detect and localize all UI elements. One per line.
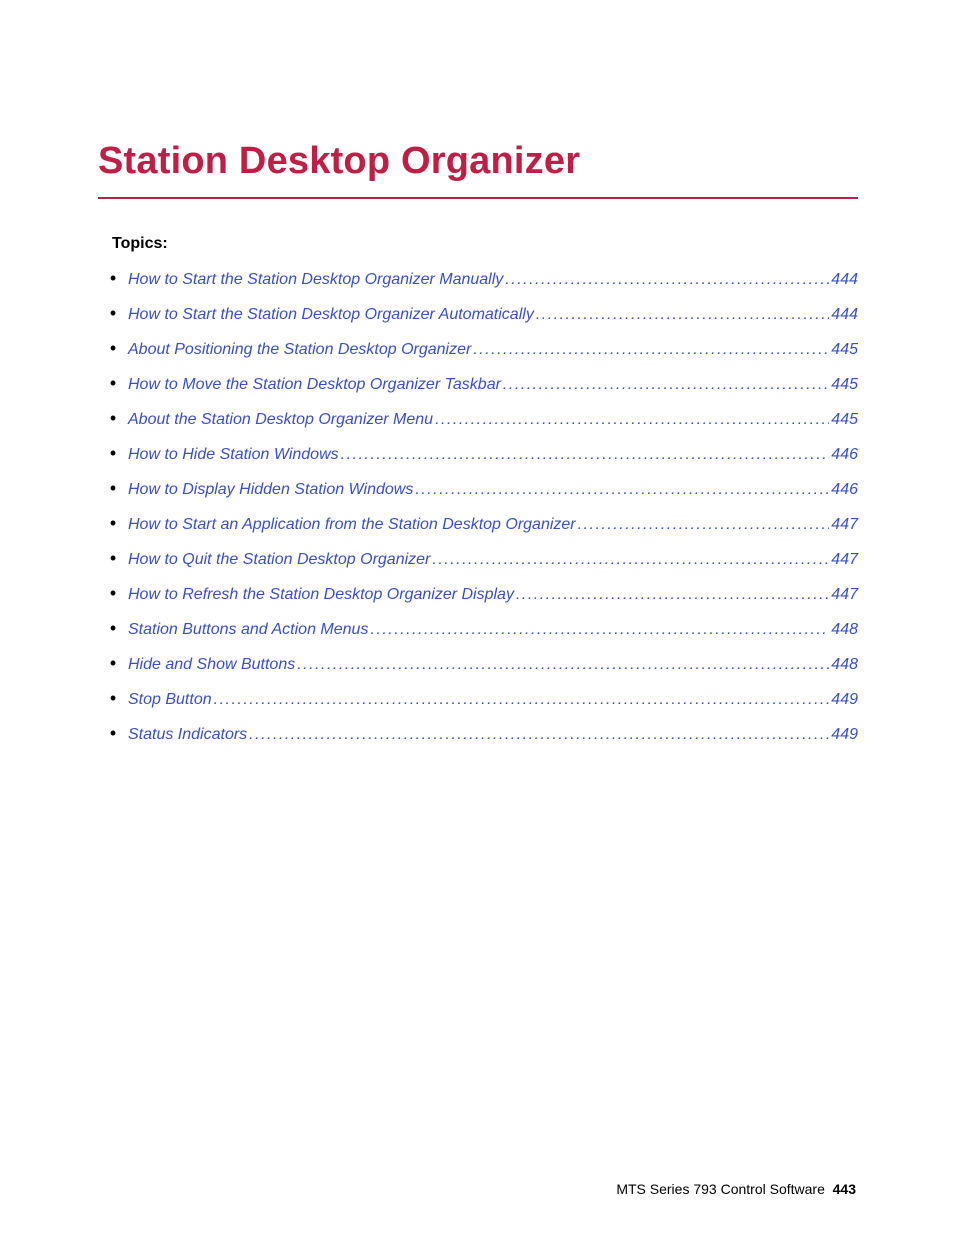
toc-page-number: 446 — [831, 445, 858, 465]
toc-page-number: 449 — [831, 725, 858, 745]
toc-leader: ........................................… — [415, 480, 829, 500]
toc-page-number: 445 — [831, 340, 858, 360]
toc-item[interactable]: •How to Hide Station Windows............… — [98, 442, 858, 465]
toc-item[interactable]: •Hide and Show Buttons..................… — [98, 652, 858, 675]
bullet-icon: • — [98, 267, 128, 290]
toc-item[interactable]: •About the Station Desktop Organizer Men… — [98, 407, 858, 430]
toc-page-number: 444 — [831, 305, 858, 325]
bullet-icon: • — [98, 652, 128, 675]
bullet-icon: • — [98, 617, 128, 640]
toc-label: How to Display Hidden Station Windows — [128, 480, 413, 500]
bullet-icon: • — [98, 337, 128, 360]
toc-label: Station Buttons and Action Menus — [128, 620, 368, 640]
toc-item[interactable]: •How to Quit the Station Desktop Organiz… — [98, 547, 858, 570]
toc-page-number: 444 — [831, 270, 858, 290]
toc-label: How to Start the Station Desktop Organiz… — [128, 305, 534, 325]
toc-leader: ........................................… — [503, 375, 829, 395]
toc-item[interactable]: •About Positioning the Station Desktop O… — [98, 337, 858, 360]
toc-label: About the Station Desktop Organizer Menu — [128, 410, 433, 430]
toc-label: How to Move the Station Desktop Organize… — [128, 375, 501, 395]
toc-item[interactable]: •Status Indicators......................… — [98, 722, 858, 745]
toc-page-number: 447 — [831, 515, 858, 535]
bullet-icon: • — [98, 512, 128, 535]
toc-label: How to Start the Station Desktop Organiz… — [128, 270, 503, 290]
toc-item[interactable]: •Stop Button............................… — [98, 687, 858, 710]
toc-label: About Positioning the Station Desktop Or… — [128, 340, 471, 360]
bullet-icon: • — [98, 687, 128, 710]
toc-page-number: 445 — [831, 410, 858, 430]
toc-leader: ........................................… — [341, 445, 830, 465]
chapter-title: Station Desktop Organizer — [98, 140, 858, 199]
footer-page-number: 443 — [833, 1181, 856, 1197]
toc-page-number: 446 — [831, 480, 858, 500]
toc-item[interactable]: •Station Buttons and Action Menus.......… — [98, 617, 858, 640]
toc-label: How to Quit the Station Desktop Organize… — [128, 550, 430, 570]
toc-leader: ........................................… — [370, 620, 829, 640]
bullet-icon: • — [98, 302, 128, 325]
bullet-icon: • — [98, 547, 128, 570]
toc-list: •How to Start the Station Desktop Organi… — [98, 267, 858, 745]
toc-item[interactable]: •How to Display Hidden Station Windows..… — [98, 477, 858, 500]
toc-item[interactable]: •How to Start the Station Desktop Organi… — [98, 267, 858, 290]
toc-label: Status Indicators — [128, 725, 247, 745]
toc-page-number: 445 — [831, 375, 858, 395]
toc-label: Stop Button — [128, 690, 212, 710]
bullet-icon: • — [98, 722, 128, 745]
toc-item[interactable]: •How to Move the Station Desktop Organiz… — [98, 372, 858, 395]
bullet-icon: • — [98, 477, 128, 500]
toc-leader: ........................................… — [432, 550, 829, 570]
toc-leader: ........................................… — [214, 690, 830, 710]
toc-page-number: 448 — [831, 620, 858, 640]
bullet-icon: • — [98, 442, 128, 465]
toc-page-number: 449 — [831, 690, 858, 710]
footer-product: MTS Series 793 Control Software — [616, 1181, 825, 1197]
page-content: Station Desktop Organizer Topics: •How t… — [98, 140, 858, 757]
toc-label: How to Refresh the Station Desktop Organ… — [128, 585, 514, 605]
toc-page-number: 448 — [831, 655, 858, 675]
toc-page-number: 447 — [831, 550, 858, 570]
topics-label: Topics: — [112, 235, 858, 253]
toc-leader: ........................................… — [578, 515, 830, 535]
toc-leader: ........................................… — [435, 410, 829, 430]
toc-leader: ........................................… — [505, 270, 829, 290]
toc-label: How to Hide Station Windows — [128, 445, 339, 465]
bullet-icon: • — [98, 582, 128, 605]
toc-leader: ........................................… — [297, 655, 829, 675]
bullet-icon: • — [98, 407, 128, 430]
bullet-icon: • — [98, 372, 128, 395]
toc-leader: ........................................… — [473, 340, 829, 360]
toc-item[interactable]: •How to Start an Application from the St… — [98, 512, 858, 535]
toc-page-number: 447 — [831, 585, 858, 605]
toc-item[interactable]: •How to Refresh the Station Desktop Orga… — [98, 582, 858, 605]
toc-leader: ........................................… — [516, 585, 829, 605]
toc-leader: ........................................… — [249, 725, 829, 745]
toc-label: Hide and Show Buttons — [128, 655, 295, 675]
toc-leader: ........................................… — [536, 305, 829, 325]
toc-item[interactable]: •How to Start the Station Desktop Organi… — [98, 302, 858, 325]
toc-label: How to Start an Application from the Sta… — [128, 515, 576, 535]
page-footer: MTS Series 793 Control Software 443 — [616, 1181, 856, 1197]
